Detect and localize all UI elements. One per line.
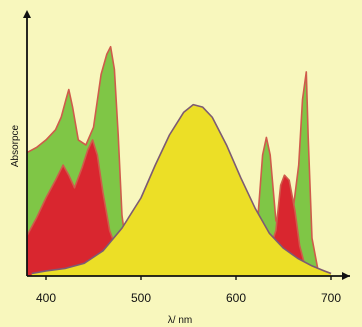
- yellow-spectrum-area: [31, 104, 331, 276]
- x-tick-label: 400: [36, 291, 56, 305]
- x-axis-arrowhead: [342, 272, 350, 280]
- x-axis-label: λ/ nm: [168, 315, 192, 326]
- spectrum-series-group: [26, 45, 332, 277]
- x-tick-label: 600: [226, 291, 246, 305]
- x-tick-label: 500: [131, 291, 151, 305]
- x-tick-label: 700: [321, 291, 341, 305]
- y-axis-arrowhead: [23, 10, 31, 18]
- x-tick-group: 400 500 600 700: [36, 276, 341, 305]
- yellow-spectrum-line: [31, 103, 332, 275]
- y-axis-label: Absorpce: [10, 124, 21, 167]
